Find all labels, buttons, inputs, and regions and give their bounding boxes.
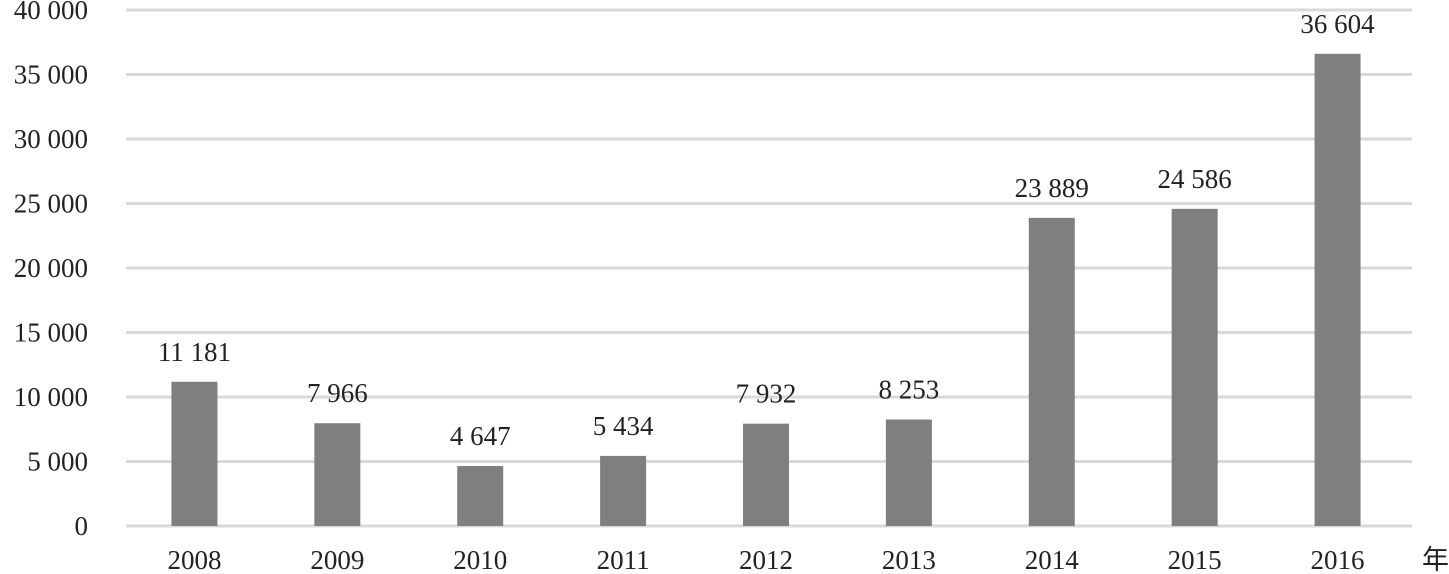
x-tick-label: 2010 [453, 545, 507, 574]
bars [171, 53, 1361, 526]
bar [600, 455, 647, 526]
bar [171, 381, 218, 526]
bar [1171, 208, 1218, 526]
data-label: 7 932 [736, 379, 797, 409]
x-tick-label: 2012 [739, 545, 793, 574]
bar [1314, 53, 1361, 526]
y-tick-label: 20 000 [14, 253, 88, 283]
data-labels: 11 181 7 966 4 647 5 434 7 932 8 253 23 889 24 … [158, 9, 1375, 451]
x-tick-label: 2008 [167, 545, 221, 574]
x-tick-label: 2014 [1025, 545, 1080, 574]
x-axis-tick-labels: 2008 2009 2010 2011 2012 2013 2014 2015 2016 [167, 545, 1364, 574]
y-tick-label: 15 000 [14, 318, 88, 348]
y-tick-label: 0 [75, 511, 89, 541]
data-label: 23 889 [1015, 173, 1089, 203]
x-tick-label: 2011 [597, 545, 650, 574]
data-label: 8 253 [879, 375, 940, 405]
data-label: 7 966 [307, 378, 368, 408]
x-tick-label: 2016 [1311, 545, 1365, 574]
x-tick-label: 2009 [310, 545, 364, 574]
bar [457, 466, 504, 526]
y-tick-label: 35 000 [14, 60, 88, 90]
y-tick-label: 40 000 [14, 0, 88, 25]
x-tick-label: 2013 [882, 545, 936, 574]
y-tick-label: 10 000 [14, 382, 88, 412]
data-label: 11 181 [158, 337, 231, 367]
x-axis-unit-label: 年 [1422, 545, 1449, 574]
data-label: 4 647 [450, 421, 511, 451]
data-label: 24 586 [1158, 164, 1232, 194]
y-tick-label: 30 000 [14, 124, 88, 154]
bar [314, 423, 361, 526]
bar [1028, 217, 1075, 526]
bar [885, 419, 932, 526]
y-tick-label: 5 000 [27, 447, 88, 477]
data-label: 5 434 [593, 411, 654, 441]
y-tick-label: 25 000 [14, 189, 88, 219]
bar [743, 423, 789, 526]
y-axis-tick-labels: 0 5 000 10 000 15 000 20 000 25 000 30 000 35 0… [14, 0, 88, 541]
data-label: 36 604 [1300, 9, 1375, 39]
x-tick-label: 2015 [1168, 545, 1222, 574]
